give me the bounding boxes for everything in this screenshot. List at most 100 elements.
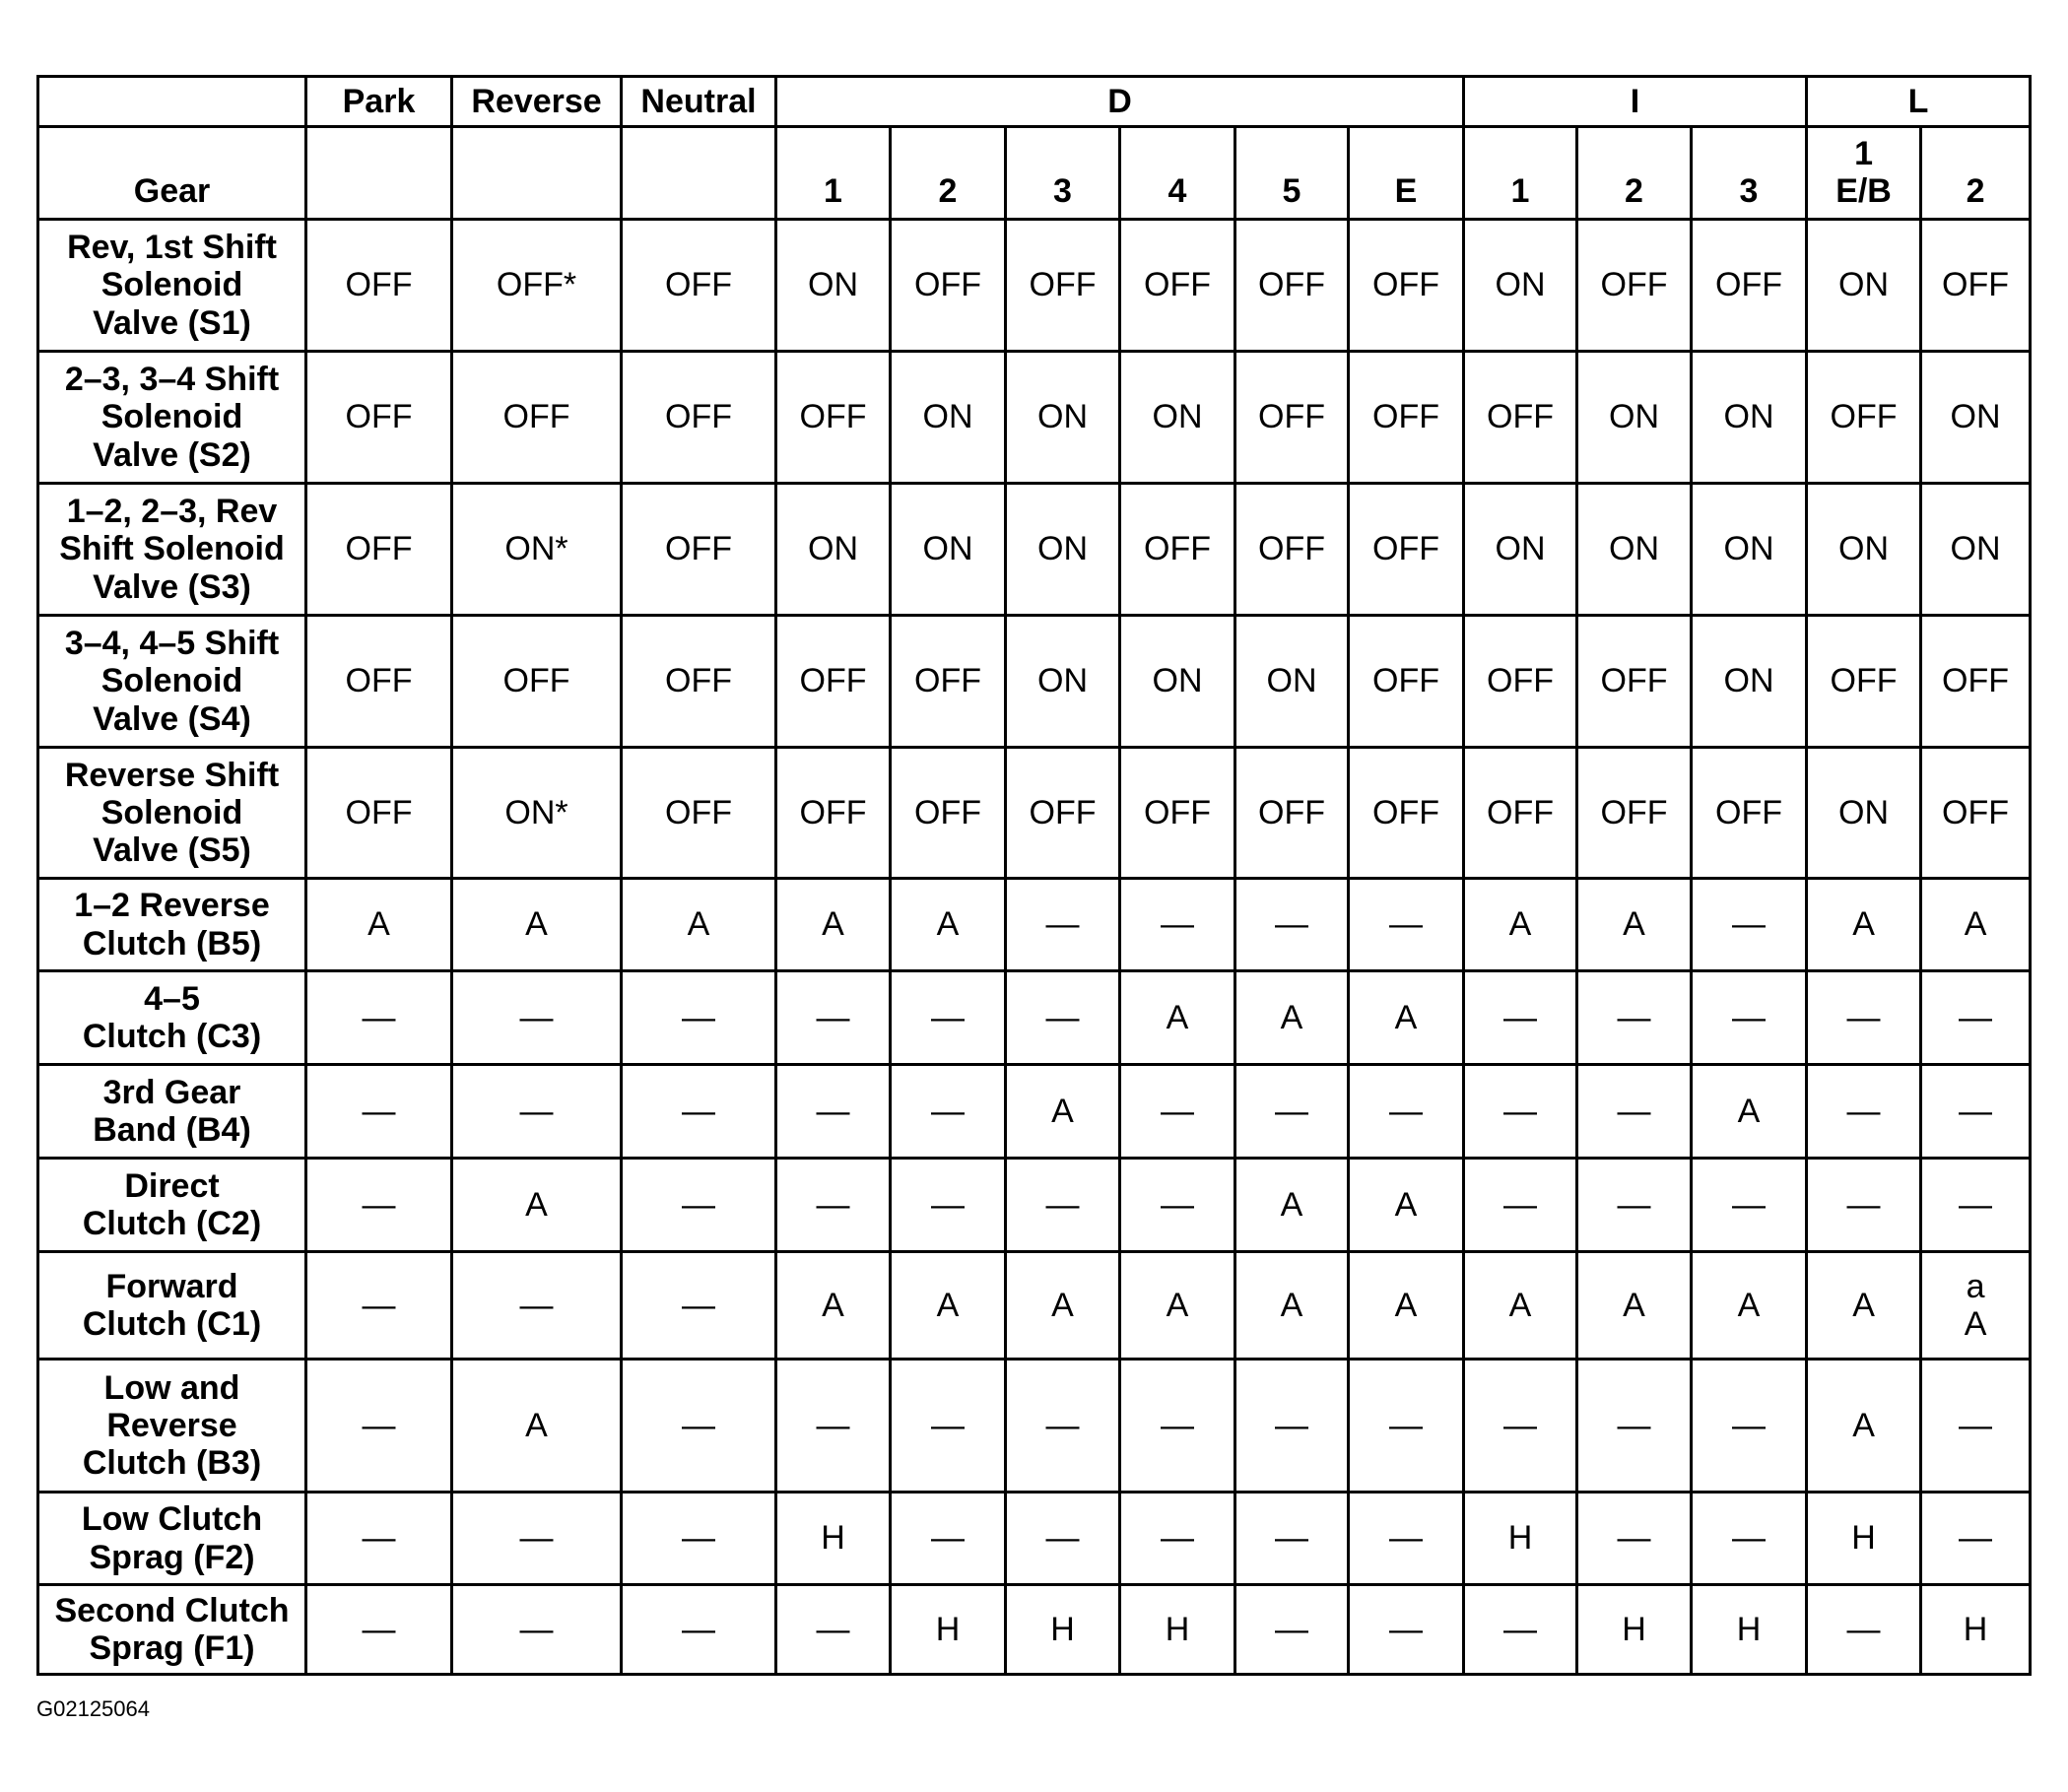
table-cell: ON xyxy=(1118,350,1236,485)
table-cell: — xyxy=(889,1157,1007,1253)
table-cell: OFF xyxy=(889,614,1007,749)
row-label: Direct Clutch (C2) xyxy=(36,1157,307,1253)
table-cell: A xyxy=(1689,1063,1809,1160)
header-group-reverse: Reverse xyxy=(450,75,623,128)
table-cell: OFF xyxy=(450,614,623,749)
table-cell: OFF xyxy=(1805,350,1923,485)
table-cell: OFF xyxy=(1347,614,1465,749)
table-cell: A xyxy=(450,1358,623,1493)
table-cell: OFF xyxy=(304,482,453,617)
table-cell: — xyxy=(450,1491,623,1586)
table-cell: ON xyxy=(1689,350,1809,485)
gear-column-header: 1 xyxy=(774,125,892,221)
table-cell: OFF xyxy=(1462,614,1578,749)
table-cell: ON xyxy=(1234,614,1350,749)
table-cell: OFF xyxy=(1689,746,1809,880)
table-cell: OFF xyxy=(620,482,777,617)
table-cell: — xyxy=(1004,877,1121,972)
table-cell: — xyxy=(620,969,777,1066)
table-cell: — xyxy=(1575,1491,1693,1586)
table-cell: OFF xyxy=(1234,350,1350,485)
table-cell: — xyxy=(1118,1491,1236,1586)
table-row: 4–5 Clutch (C3) — — — — — — A A A — — — — — xyxy=(36,969,2033,1066)
table-cell: A xyxy=(1689,1250,1809,1361)
table-cell: ON xyxy=(1805,746,1923,880)
table-cell: — xyxy=(1919,1063,2033,1160)
table-cell: OFF xyxy=(1234,218,1350,353)
table-cell: OFF xyxy=(1118,218,1236,353)
gear-column-header: 3 xyxy=(1004,125,1121,221)
table-cell: — xyxy=(304,1063,453,1160)
table-cell: — xyxy=(304,969,453,1066)
table-cell: — xyxy=(774,1358,892,1493)
table-cell: OFF xyxy=(774,350,892,485)
table-cell: A xyxy=(1234,969,1350,1066)
table-row: 3–4, 4–5 Shift Solenoid Valve (S4) OFF OFF… xyxy=(36,614,2033,749)
table-cell: OFF xyxy=(1919,746,2033,880)
table-cell: ON xyxy=(1575,482,1693,617)
table-cell: OFF xyxy=(620,218,777,353)
row-label: Low and Reverse Clutch (B3) xyxy=(36,1358,307,1493)
table-cell: A xyxy=(889,877,1007,972)
table-cell: — xyxy=(1234,877,1350,972)
table-cell: — xyxy=(889,969,1007,1066)
table-cell: OFF xyxy=(889,746,1007,880)
table-cell: A xyxy=(774,877,892,972)
table-cell: — xyxy=(1118,877,1236,972)
table-cell: — xyxy=(1689,1157,1809,1253)
row-label: Second Clutch Sprag (F1) xyxy=(36,1583,307,1676)
table-cell: OFF xyxy=(1347,218,1465,353)
header-group-blank xyxy=(36,75,307,128)
table-cell: ON* xyxy=(450,746,623,880)
table-cell: A xyxy=(1462,1250,1578,1361)
table-cell: OFF xyxy=(1919,218,2033,353)
table-cell: ON* xyxy=(450,482,623,617)
table-cell: OFF xyxy=(1347,746,1465,880)
gear-column-header: 2 xyxy=(1919,125,2033,221)
table-cell: — xyxy=(620,1250,777,1361)
gear-column-header: 1 xyxy=(1462,125,1578,221)
table-cell: — xyxy=(1689,1491,1809,1586)
table-cell: — xyxy=(1919,1491,2033,1586)
table-cell: — xyxy=(1347,1063,1465,1160)
table-cell: — xyxy=(1234,1583,1350,1676)
table-cell: — xyxy=(889,1358,1007,1493)
table-row: Direct Clutch (C2) — A — — — — — A A — — — — — xyxy=(36,1157,2033,1253)
table-cell: ON xyxy=(1575,350,1693,485)
gear-column-header xyxy=(620,125,777,221)
table-cell: OFF xyxy=(1004,218,1121,353)
table-cell: A xyxy=(889,1250,1007,1361)
table-cell: — xyxy=(774,1583,892,1676)
row-label: 3rd Gear Band (B4) xyxy=(36,1063,307,1160)
table-cell: A xyxy=(1805,877,1923,972)
table-cell: OFF xyxy=(774,746,892,880)
table-cell: OFF xyxy=(1575,218,1693,353)
table-cell: a A xyxy=(1919,1250,2033,1361)
table-cell: ON xyxy=(774,482,892,617)
table-cell: — xyxy=(620,1583,777,1676)
table-cell: — xyxy=(304,1583,453,1676)
table-cell: ON xyxy=(889,482,1007,617)
table-cell: A xyxy=(774,1250,892,1361)
table-cell: OFF xyxy=(304,350,453,485)
header-group-neutral: Neutral xyxy=(620,75,777,128)
table-cell: OFF xyxy=(1118,482,1236,617)
table-cell: — xyxy=(1004,1358,1121,1493)
table-cell: — xyxy=(774,969,892,1066)
table-cell: OFF xyxy=(450,350,623,485)
row-label: Forward Clutch (C1) xyxy=(36,1250,307,1361)
table-cell: — xyxy=(774,1157,892,1253)
table-cell: OFF xyxy=(1118,746,1236,880)
header-group-i: I xyxy=(1461,75,1809,128)
table-cell: A xyxy=(1118,969,1236,1066)
table-cell: — xyxy=(1575,1358,1693,1493)
row-label: Reverse Shift Solenoid Valve (S5) xyxy=(36,746,307,880)
table-cell: ON xyxy=(774,218,892,353)
header-group-row: Park Reverse Neutral D I L xyxy=(36,75,2033,128)
table-cell: ON xyxy=(1004,350,1121,485)
table-cell: OFF* xyxy=(450,218,623,353)
table-cell: A xyxy=(1347,969,1465,1066)
table-cell: A xyxy=(620,877,777,972)
table-cell: ON xyxy=(1689,482,1809,617)
gear-column-header: E xyxy=(1347,125,1465,221)
